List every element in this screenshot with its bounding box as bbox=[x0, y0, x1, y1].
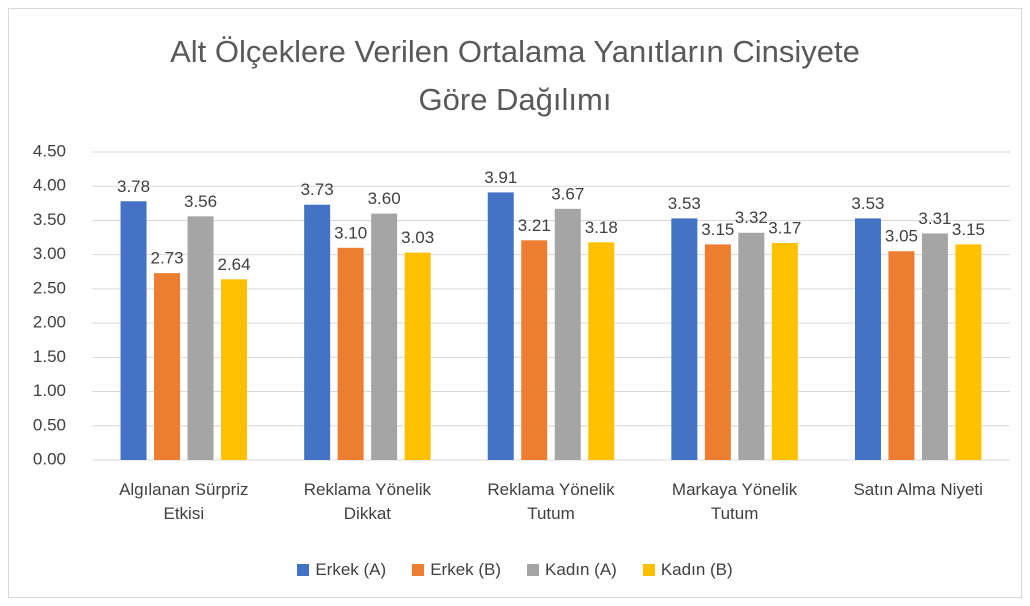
legend-item: Kadın (A) bbox=[527, 560, 617, 580]
data-label: 3.31 bbox=[918, 209, 951, 228]
data-label: 3.03 bbox=[401, 228, 434, 247]
bar bbox=[521, 240, 548, 460]
data-label: 2.73 bbox=[151, 249, 184, 268]
bar bbox=[187, 216, 214, 460]
data-label: 2.64 bbox=[218, 255, 251, 274]
legend-label: Erkek (A) bbox=[315, 560, 387, 579]
bar bbox=[120, 201, 147, 460]
data-label: 3.32 bbox=[735, 208, 768, 227]
y-tick-label: 1.50 bbox=[33, 347, 66, 366]
x-tick-label: Satın Alma Niyeti bbox=[853, 480, 983, 499]
legend-swatch bbox=[642, 564, 655, 576]
legend-label: Erkek (B) bbox=[430, 560, 502, 579]
bar bbox=[955, 244, 982, 460]
data-label: 3.53 bbox=[668, 194, 701, 213]
data-label: 3.15 bbox=[701, 220, 734, 239]
data-label: 3.78 bbox=[117, 177, 150, 196]
bar bbox=[154, 273, 181, 460]
data-label: 3.53 bbox=[851, 194, 884, 213]
bar bbox=[738, 232, 765, 460]
x-tick-label: Reklama Yönelik Tutum bbox=[487, 480, 615, 523]
data-label: 3.56 bbox=[184, 192, 217, 211]
y-tick-label: 0.50 bbox=[33, 415, 66, 434]
y-tick-label: 4.50 bbox=[33, 141, 66, 160]
bar bbox=[221, 279, 248, 460]
data-label: 3.21 bbox=[518, 216, 551, 235]
y-tick-label: 0.00 bbox=[33, 449, 66, 468]
bar bbox=[487, 192, 514, 461]
data-label: 3.17 bbox=[768, 219, 801, 238]
legend-swatch bbox=[527, 564, 540, 576]
legend-swatch bbox=[412, 564, 425, 576]
legend: Erkek (A) Erkek (B) Kadın (A) Kadın (B) bbox=[0, 560, 1030, 580]
y-tick-label: 2.00 bbox=[33, 313, 66, 332]
data-label: 3.60 bbox=[368, 189, 401, 208]
y-tick-label: 4.00 bbox=[33, 176, 66, 195]
bar bbox=[771, 243, 798, 460]
bar bbox=[854, 218, 881, 460]
data-label: 3.91 bbox=[484, 168, 517, 187]
bar bbox=[404, 252, 431, 460]
x-tick-label: Reklama Yönelik Dikkat bbox=[303, 480, 432, 523]
legend-label: Kadın (A) bbox=[545, 560, 617, 579]
x-tick-label: Markaya Yönelik Tutum bbox=[671, 480, 798, 523]
bar bbox=[704, 244, 731, 460]
chart-title: Alt Ölçeklere Verilen Ortalama Yanıtları… bbox=[170, 34, 860, 117]
bar bbox=[371, 213, 398, 460]
legend-item: Erkek (B) bbox=[412, 560, 501, 580]
y-tick-label: 3.00 bbox=[33, 244, 66, 263]
legend-swatch bbox=[297, 564, 310, 576]
data-label: 3.10 bbox=[334, 223, 367, 242]
y-tick-label: 2.50 bbox=[33, 278, 66, 297]
bar bbox=[554, 208, 581, 460]
bar bbox=[921, 233, 948, 460]
bar bbox=[304, 204, 331, 460]
bar bbox=[888, 251, 915, 460]
legend-item: Erkek (A) bbox=[297, 560, 386, 580]
data-label: 3.18 bbox=[585, 218, 618, 237]
y-tick-label: 1.00 bbox=[33, 381, 66, 400]
data-label: 3.67 bbox=[551, 184, 584, 203]
bar bbox=[671, 218, 698, 460]
bar bbox=[588, 242, 615, 460]
bar bbox=[337, 247, 364, 460]
legend-item: Kadın (B) bbox=[642, 560, 733, 580]
data-label: 3.15 bbox=[952, 220, 985, 239]
legend-label: Kadın (B) bbox=[660, 560, 733, 579]
data-label: 3.05 bbox=[885, 227, 918, 246]
x-tick-label: Algılanan Sürpriz Etkisi bbox=[119, 480, 249, 523]
y-tick-label: 3.50 bbox=[33, 210, 66, 229]
data-label: 3.73 bbox=[301, 180, 334, 199]
